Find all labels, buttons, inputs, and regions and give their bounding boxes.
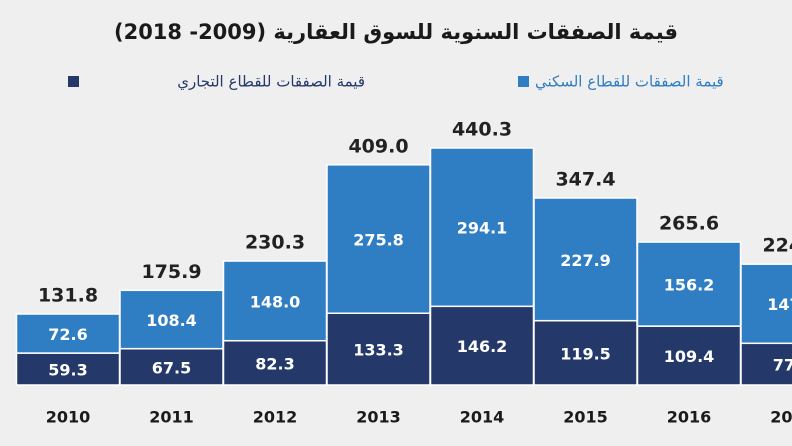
bar-segment bbox=[740, 342, 792, 386]
bar-segment bbox=[533, 197, 638, 322]
total-label: 175.9 bbox=[141, 261, 201, 283]
value-label: 119.5 bbox=[560, 344, 611, 363]
x-tick-label: 2016 bbox=[667, 408, 712, 427]
bar-segment bbox=[740, 263, 792, 345]
chart-title: قيمة الصفقات السنوية للسوق العقارية (200… bbox=[114, 20, 678, 44]
bar-segment bbox=[15, 352, 121, 386]
bar-segment bbox=[533, 319, 638, 386]
value-label: 109.4 bbox=[664, 347, 715, 366]
bar-segment bbox=[222, 339, 328, 386]
value-label: 82.3 bbox=[255, 354, 294, 373]
x-tick-label: 2015 bbox=[563, 408, 608, 427]
total-label: 265.6 bbox=[659, 213, 719, 235]
bar-segment bbox=[15, 313, 121, 354]
value-label: 148.0 bbox=[250, 292, 301, 311]
total-label: 131.8 bbox=[38, 285, 98, 307]
bar-segment bbox=[326, 164, 431, 314]
bar-segment bbox=[429, 147, 535, 308]
value-label: 146.2 bbox=[457, 337, 508, 356]
bar-segment bbox=[119, 289, 224, 350]
value-label: 59.3 bbox=[48, 361, 87, 380]
value-label: 227.9 bbox=[560, 251, 611, 270]
legend-swatch bbox=[68, 76, 79, 87]
total-label: 224.5 bbox=[762, 235, 792, 257]
bar-segment bbox=[119, 347, 224, 386]
legend-label: قيمة الصفقات للقطاع التجاري bbox=[177, 73, 365, 92]
value-label: 156.2 bbox=[664, 276, 715, 295]
x-tick-label: 2010 bbox=[46, 408, 91, 427]
x-tick-label: 2017 bbox=[770, 408, 792, 427]
bar-segment bbox=[222, 260, 328, 342]
value-label: 133.3 bbox=[353, 341, 404, 360]
value-label: 67.5 bbox=[152, 358, 191, 377]
bar-segment bbox=[636, 325, 742, 386]
value-label: 294.1 bbox=[457, 219, 508, 238]
x-tick-label: 2012 bbox=[253, 408, 298, 427]
legend-swatch bbox=[518, 76, 529, 87]
total-label: 347.4 bbox=[555, 169, 615, 191]
bar-segment bbox=[429, 305, 535, 386]
total-label: 230.3 bbox=[245, 232, 305, 254]
x-tick-label: 2011 bbox=[149, 408, 194, 427]
value-label: 108.4 bbox=[146, 311, 197, 330]
value-label: 147.0 bbox=[767, 295, 792, 314]
value-label: 77.5 bbox=[773, 356, 792, 375]
total-label: 409.0 bbox=[348, 135, 408, 157]
legend-label: قيمة الصفقات للقطاع السكني bbox=[535, 73, 724, 92]
value-label: 72.6 bbox=[48, 325, 87, 344]
total-label: 440.3 bbox=[452, 119, 512, 141]
x-tick-label: 2013 bbox=[356, 408, 401, 427]
value-label: 275.8 bbox=[353, 231, 404, 250]
bar-segment bbox=[636, 241, 742, 327]
x-tick-label: 2014 bbox=[460, 408, 505, 427]
